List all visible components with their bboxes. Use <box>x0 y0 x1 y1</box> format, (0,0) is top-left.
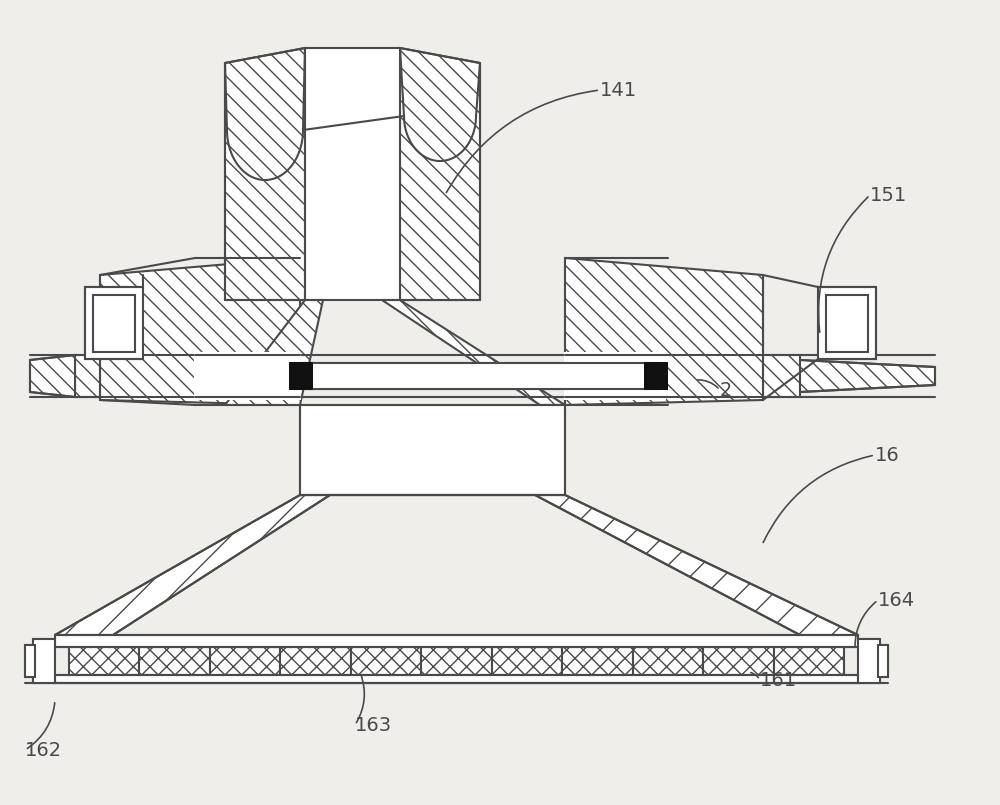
Polygon shape <box>75 355 195 397</box>
Bar <box>492 647 562 675</box>
Bar <box>55 675 858 683</box>
Polygon shape <box>55 495 330 635</box>
Polygon shape <box>225 300 323 405</box>
Polygon shape <box>660 355 800 397</box>
Bar <box>878 645 888 677</box>
Bar <box>300 405 565 495</box>
Polygon shape <box>225 48 305 300</box>
Text: 16: 16 <box>875 445 900 464</box>
Text: 164: 164 <box>878 591 915 609</box>
Polygon shape <box>400 48 480 300</box>
Polygon shape <box>565 258 763 405</box>
Polygon shape <box>30 355 75 397</box>
Bar <box>305 48 400 300</box>
Bar <box>818 287 876 359</box>
Bar <box>826 295 868 352</box>
Bar <box>280 647 351 675</box>
Text: 2: 2 <box>720 381 732 399</box>
Text: 141: 141 <box>600 80 637 100</box>
Polygon shape <box>100 258 300 405</box>
Text: 161: 161 <box>760 671 797 690</box>
Bar <box>210 647 280 675</box>
Polygon shape <box>535 495 858 635</box>
Bar <box>774 647 844 675</box>
Bar <box>633 647 703 675</box>
Polygon shape <box>800 360 935 392</box>
Bar <box>858 639 880 683</box>
Bar <box>703 647 774 675</box>
Text: 151: 151 <box>870 185 907 204</box>
Bar <box>55 635 858 647</box>
Bar <box>195 353 300 399</box>
Bar <box>562 647 633 675</box>
Bar <box>25 645 35 677</box>
Bar <box>85 287 143 359</box>
Text: 162: 162 <box>25 741 62 759</box>
Text: 163: 163 <box>355 716 392 734</box>
Bar <box>69 647 139 675</box>
Bar <box>33 639 55 683</box>
Bar <box>289 362 313 390</box>
Bar <box>644 362 668 390</box>
Bar <box>93 295 135 352</box>
Bar <box>421 647 492 675</box>
Bar <box>139 647 210 675</box>
Bar <box>565 353 665 399</box>
Bar <box>295 363 660 389</box>
Polygon shape <box>382 300 565 405</box>
Bar <box>351 647 421 675</box>
